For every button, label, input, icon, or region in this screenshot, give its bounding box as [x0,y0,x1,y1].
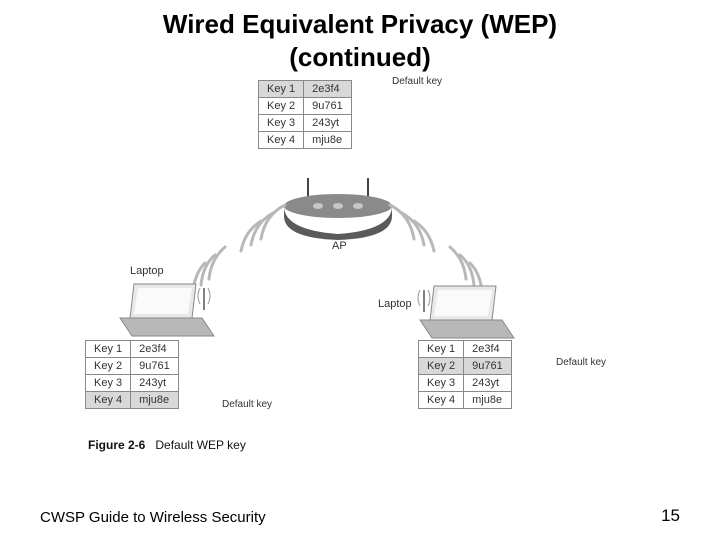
figure-number: Figure 2-6 [88,438,145,452]
title-line-2: (continued) [289,42,431,72]
key-value-cell: 9u761 [131,358,179,375]
key-name-cell: Key 2 [419,358,464,375]
key-value-cell: 243yt [131,375,179,392]
footer-text: CWSP Guide to Wireless Security [40,509,266,526]
key-row: Key 29u761 [259,98,352,115]
key-name-cell: Key 4 [419,392,464,409]
wep-diagram: Key 12e3f4Key 29u761Key 3243ytKey 4mju8e… [0,80,720,480]
key-value-cell: 243yt [304,115,352,132]
figure-caption-text: Default WEP key [155,438,245,452]
key-value-cell: 9u761 [304,98,352,115]
slide-title: Wired Equivalent Privacy (WEP) (continue… [0,0,720,73]
page-number: 15 [661,506,680,526]
key-row: Key 12e3f4 [86,341,179,358]
key-name-cell: Key 3 [259,115,304,132]
key-row: Key 3243yt [259,115,352,132]
key-value-cell: mju8e [304,132,352,149]
key-value-cell: 2e3f4 [131,341,179,358]
ap-default-key-label: Default key [392,76,442,87]
key-name-cell: Key 1 [419,341,464,358]
key-value-cell: mju8e [464,392,512,409]
ap-key-table: Key 12e3f4Key 29u761Key 3243ytKey 4mju8e [258,80,352,149]
figure-caption: Figure 2-6 Default WEP key [88,438,246,452]
left-laptop-key-table: Key 12e3f4Key 29u761Key 3243ytKey 4mju8e [85,340,179,409]
key-row: Key 4mju8e [86,392,179,409]
laptop-left-icon [110,278,220,348]
laptop-label-left: Laptop [130,265,164,277]
key-row: Key 3243yt [419,375,512,392]
key-name-cell: Key 3 [419,375,464,392]
key-row: Key 12e3f4 [259,81,352,98]
key-row: Key 4mju8e [419,392,512,409]
key-value-cell: 9u761 [464,358,512,375]
key-value-cell: 243yt [464,375,512,392]
key-row: Key 29u761 [419,358,512,375]
key-row: Key 3243yt [86,375,179,392]
right-default-key-label: Default key [556,357,606,368]
ap-label: AP [332,240,347,252]
title-line-1: Wired Equivalent Privacy (WEP) [163,9,557,39]
key-row: Key 12e3f4 [419,341,512,358]
key-name-cell: Key 2 [86,358,131,375]
router-icon [278,172,398,242]
key-row: Key 29u761 [86,358,179,375]
key-value-cell: 2e3f4 [464,341,512,358]
right-laptop-key-table: Key 12e3f4Key 29u761Key 3243ytKey 4mju8e [418,340,512,409]
key-value-cell: mju8e [131,392,179,409]
laptop-label-right: Laptop [378,298,412,310]
key-name-cell: Key 4 [86,392,131,409]
key-value-cell: 2e3f4 [304,81,352,98]
key-name-cell: Key 4 [259,132,304,149]
key-name-cell: Key 2 [259,98,304,115]
key-name-cell: Key 1 [259,81,304,98]
left-default-key-label: Default key [222,399,272,410]
key-name-cell: Key 1 [86,341,131,358]
key-name-cell: Key 3 [86,375,131,392]
key-row: Key 4mju8e [259,132,352,149]
